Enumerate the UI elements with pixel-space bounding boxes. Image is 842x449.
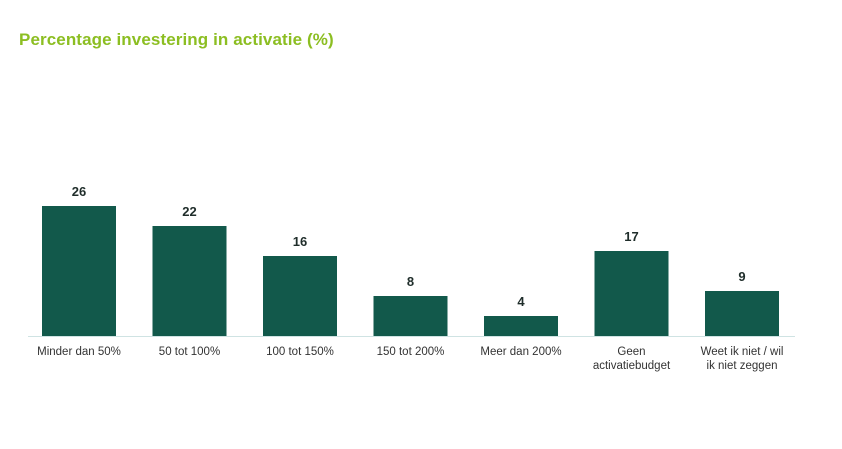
category-label: Geen activatiebudget	[593, 346, 671, 372]
category-label: 100 tot 150%	[266, 346, 334, 358]
value-label: 22	[182, 204, 196, 219]
category-label: Meer dan 200%	[480, 346, 561, 358]
category-label-line: ik niet zeggen	[707, 360, 778, 372]
value-label: 8	[407, 274, 414, 289]
category-label: Weet ik niet / wil ik niet zeggen	[701, 346, 784, 372]
bar	[152, 226, 227, 336]
category-label: 150 tot 200%	[377, 346, 445, 358]
bars-group	[42, 206, 779, 336]
bar	[705, 291, 779, 336]
bar	[42, 206, 116, 336]
chart-title: Percentage investering in activatie (%)	[19, 30, 334, 49]
value-label: 4	[517, 294, 525, 309]
category-label-line: Meer dan 200%	[480, 346, 561, 358]
category-label-line: Minder dan 50%	[37, 346, 121, 358]
bar	[484, 316, 558, 336]
bar	[263, 256, 337, 336]
category-label-line: Geen	[617, 346, 645, 358]
category-labels-group: Minder dan 50% 50 tot 100% 100 tot 150% 150…	[37, 346, 783, 372]
category-label: Minder dan 50%	[37, 346, 121, 358]
value-label: 9	[738, 269, 745, 284]
category-label-line: 150 tot 200%	[377, 346, 445, 358]
category-label-line: 50 tot 100%	[159, 346, 220, 358]
category-label-line: Weet ik niet / wil	[701, 346, 784, 358]
value-label: 26	[72, 184, 86, 199]
category-label-line: 100 tot 150%	[266, 346, 334, 358]
value-label: 16	[293, 234, 307, 249]
value-label: 17	[624, 229, 638, 244]
value-labels-group: 26 22 16 8 4 17 9	[72, 184, 746, 309]
category-label: 50 tot 100%	[159, 346, 220, 358]
bar	[373, 296, 448, 336]
bar	[594, 251, 669, 336]
category-label-line: activatiebudget	[593, 360, 671, 372]
